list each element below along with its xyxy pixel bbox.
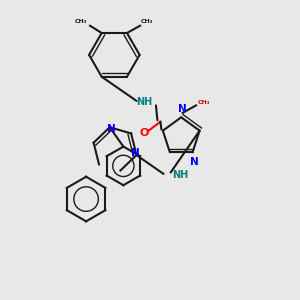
Text: O: O (140, 128, 149, 138)
Text: N: N (107, 124, 116, 134)
Text: NH: NH (136, 98, 152, 107)
Text: NH: NH (172, 170, 188, 180)
Text: N: N (178, 104, 187, 114)
Text: CH₃: CH₃ (75, 19, 87, 24)
Text: CH₃: CH₃ (198, 100, 210, 104)
Text: CH₃: CH₃ (141, 19, 153, 24)
Text: N: N (130, 148, 140, 158)
Text: N: N (190, 157, 198, 167)
